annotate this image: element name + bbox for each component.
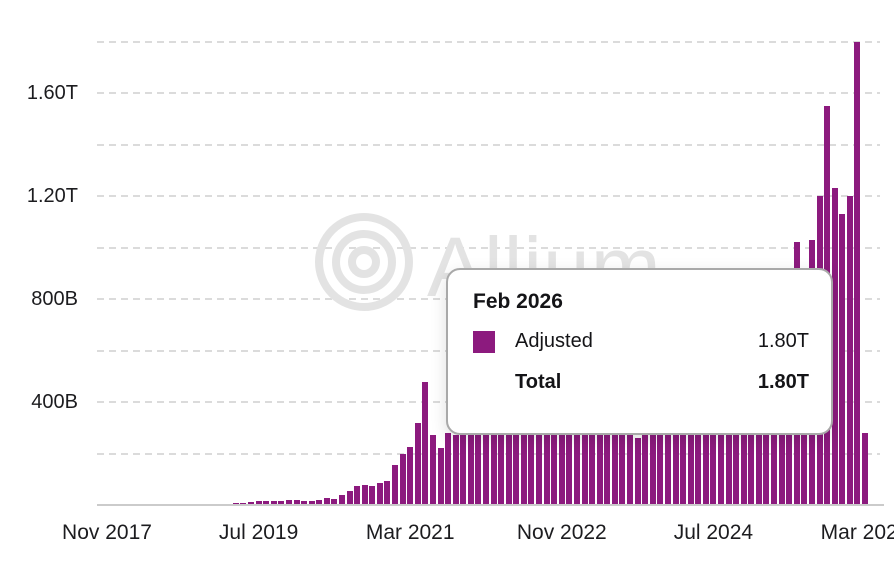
bar-jan-2023[interactable] [573,414,580,505]
bar-may-2023[interactable] [604,420,611,505]
bar-aug-2024[interactable] [717,373,724,505]
series-color-swatch [473,330,495,353]
bar-jun-2024[interactable] [702,373,709,505]
bar-sep-2019[interactable] [270,501,277,505]
bar-feb-2026[interactable] [854,41,861,505]
bar-may-2021[interactable] [422,381,429,505]
bar-aug-2021[interactable] [445,432,452,505]
bar-aug-2022[interactable] [536,412,543,505]
bar-nov-2025[interactable] [831,188,838,505]
bar-jan-2022[interactable] [483,407,489,505]
bar-apr-2024[interactable] [687,368,694,505]
bar-dec-2025[interactable] [839,214,846,505]
y-axis-tick-label: 1.60T [26,82,78,104]
x-axis-tick-label: Nov 2017 [62,521,152,544]
bar-dec-2019[interactable] [293,500,300,505]
bar-dec-2023[interactable] [657,404,664,505]
bar-sep-2022[interactable] [543,407,550,505]
gridline-1600 [97,92,880,94]
bar-feb-2024[interactable] [672,378,679,505]
hover-tooltip: Feb 2026 Adjusted 1.80T Total 1.80T [446,268,833,435]
allium-logo-icon [315,213,413,311]
bar-jul-2021[interactable] [437,447,444,505]
bar-dec-2021[interactable] [475,412,482,505]
bar-jun-2023[interactable] [611,425,618,505]
bar-may-2020[interactable] [331,498,338,505]
bar-dec-2020[interactable] [384,480,391,505]
adjusted-value: 1.80T [757,330,809,352]
total-value: 1.80T [757,371,809,393]
x-axis-tick-label: Jul 2024 [673,521,754,544]
x-axis-tick-label: Mar 2026 [820,521,894,544]
bar-mar-2021[interactable] [407,447,414,505]
bar-oct-2022[interactable] [551,402,558,505]
tooltip-adjusted-row: Adjusted 1.80T [473,330,809,353]
gridline-1200 [97,195,880,197]
bar-feb-2023[interactable] [581,409,588,505]
bar-nov-2021[interactable] [467,416,474,505]
x-axis-tick-label: Mar 2021 [365,521,455,544]
bar-sep-2023[interactable] [634,437,641,505]
bar-mar-2026[interactable] [862,432,868,505]
bar-may-2019[interactable] [240,502,247,505]
bar-oct-2023[interactable] [642,427,649,505]
y-axis-tick-label: 400B [31,391,78,413]
bar-jun-2020[interactable] [338,494,345,505]
bar-dec-2022[interactable] [566,409,573,505]
bar-jun-2022[interactable] [520,389,527,505]
bar-feb-2022[interactable] [490,414,497,505]
bar-jun-2019[interactable] [248,501,255,505]
bar-nov-2022[interactable] [558,386,565,505]
x-axis-line [97,504,884,506]
gridline-1000 [97,246,880,249]
bar-aug-2019[interactable] [263,501,270,505]
bar-apr-2022[interactable] [505,399,512,505]
bar-nov-2020[interactable] [376,483,383,505]
bar-apr-2021[interactable] [414,422,421,505]
bar-jan-2026[interactable] [846,196,853,505]
tooltip-total-row: Total 1.80T [473,371,809,394]
bar-nov-2019[interactable] [285,500,292,505]
tooltip-month-title: Feb 2026 [473,290,563,313]
bar-jan-2021[interactable] [392,465,399,505]
bar-sep-2024[interactable] [725,368,732,505]
adjusted-label: Adjusted [515,330,593,352]
bar-oct-2021[interactable] [460,425,467,505]
bar-apr-2023[interactable] [596,409,603,505]
bar-oct-2020[interactable] [369,485,376,505]
total-label: Total [515,371,562,393]
bar-aug-2020[interactable] [354,485,361,505]
bar-feb-2020[interactable] [308,500,315,505]
bar-oct-2019[interactable] [278,500,285,505]
y-axis-tick-label: 1.20T [26,185,78,207]
gridline-1800 [97,40,880,43]
bar-may-2022[interactable] [513,378,520,505]
bar-apr-2020[interactable] [323,498,330,505]
bar-mar-2022[interactable] [498,404,505,505]
bar-jul-2024[interactable] [710,378,717,505]
bar-jul-2023[interactable] [619,429,626,505]
gridline-1400 [97,143,880,146]
bar-feb-2021[interactable] [399,453,406,505]
bar-nov-2023[interactable] [649,417,656,505]
bar-jul-2022[interactable] [528,407,535,505]
bar-mar-2020[interactable] [316,499,323,505]
bar-jul-2020[interactable] [346,491,353,505]
y-axis-tick-label: 800B [31,288,78,310]
bar-jan-2024[interactable] [664,394,671,505]
bar-jan-2020[interactable] [301,500,308,505]
bar-jul-2019[interactable] [255,500,262,505]
bar-sep-2021[interactable] [452,435,459,505]
x-axis-tick-label: Nov 2022 [516,521,607,544]
bar-mar-2023[interactable] [589,394,596,505]
x-axis-tick-label: Jul 2019 [218,521,299,544]
bar-jun-2021[interactable] [429,434,436,505]
bar-sep-2020[interactable] [361,484,368,505]
bar-aug-2023[interactable] [627,431,634,505]
